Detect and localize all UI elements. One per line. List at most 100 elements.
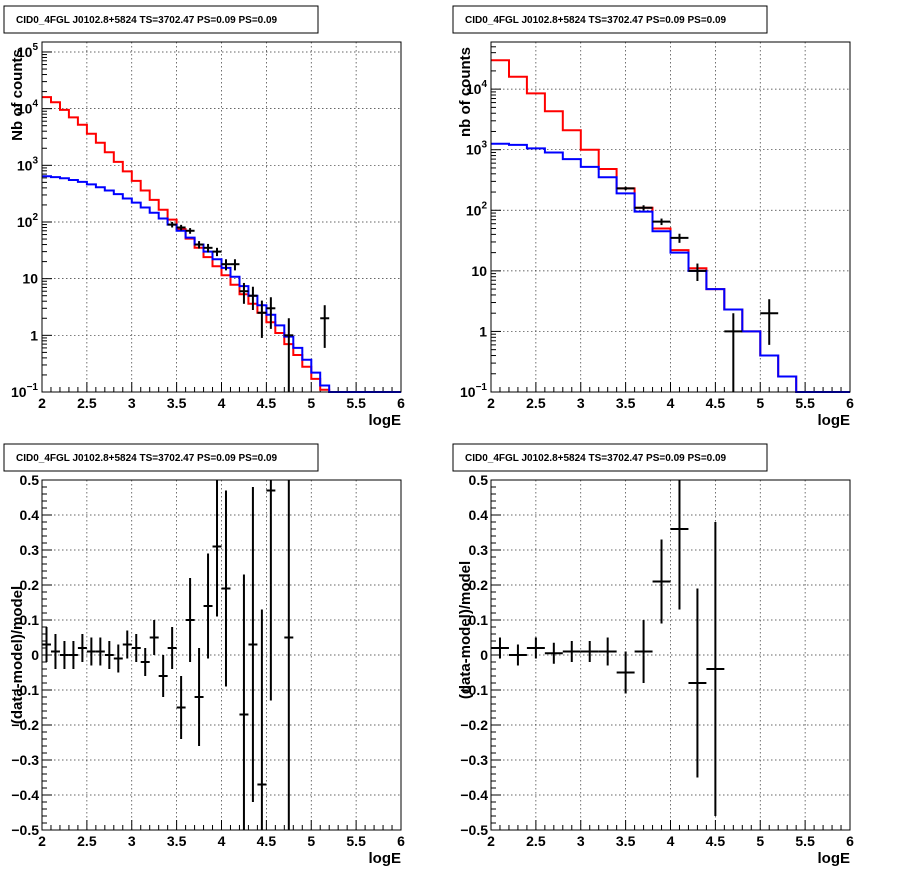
y-tick-label: 10 bbox=[22, 271, 38, 287]
y-tick-label: −0.4 bbox=[460, 787, 488, 803]
histogram-series-2 bbox=[491, 142, 850, 393]
residual-point bbox=[167, 627, 177, 669]
residual-point bbox=[266, 480, 276, 701]
x-tick-label: 4 bbox=[218, 395, 226, 411]
chart-panel-4: 2 2.5 3 3.5 4 4.5 5 5.5 6 −0.5 −0.4 −0.3 −0.2 −0.1 0 0.… bbox=[452, 443, 854, 867]
y-tick-label: −0.1 bbox=[11, 682, 39, 698]
chart-title: CID0_4FGL J0102.8+5824 TS=3702.47 PS=0.0… bbox=[16, 15, 278, 26]
chart-panel-3: 2 2.5 3 3.5 4 4.5 5 5.5 6 −0.5 −0.4 −0.3 −0.2 −0.1 0 0.… bbox=[3, 443, 405, 867]
x-tick-label: 5.5 bbox=[346, 395, 366, 411]
y-tick-label: −0.3 bbox=[11, 752, 39, 768]
chart-title: CID0_4FGL J0102.8+5824 TS=3702.47 PS=0.0… bbox=[465, 15, 727, 26]
y-tick-label: −0.2 bbox=[460, 717, 488, 733]
x-tick-label: 6 bbox=[846, 833, 854, 849]
data-point bbox=[176, 224, 186, 231]
x-axis-title: logE bbox=[818, 850, 851, 867]
data-point bbox=[203, 243, 213, 253]
residual-point bbox=[670, 480, 689, 610]
residual-point bbox=[42, 627, 51, 662]
x-tick-label: 2 bbox=[38, 833, 46, 849]
x-tick-label: 2.5 bbox=[77, 395, 97, 411]
data-point bbox=[257, 300, 267, 338]
residual-point bbox=[284, 480, 294, 830]
data-point bbox=[230, 259, 240, 271]
title-box bbox=[3, 443, 319, 472]
data-point bbox=[221, 259, 231, 271]
axis-ticks bbox=[41, 51, 402, 393]
data-point bbox=[724, 313, 743, 392]
x-tick-label: 3 bbox=[577, 833, 585, 849]
x-tick-label: 3.5 bbox=[167, 833, 187, 849]
x-tick-label: 5 bbox=[756, 833, 764, 849]
x-tick-label: 3.5 bbox=[167, 395, 187, 411]
y-axis-title: (data-model)/model bbox=[9, 586, 26, 724]
residual-point bbox=[580, 641, 599, 662]
y-tick-label: 0 bbox=[480, 647, 488, 663]
plot-frame bbox=[490, 41, 851, 393]
y-tick-label: 10 bbox=[471, 263, 487, 279]
data-point bbox=[320, 305, 330, 348]
residual-point bbox=[248, 487, 258, 802]
y-tick-label: 104 bbox=[466, 79, 488, 97]
plot-frame bbox=[490, 479, 851, 831]
y-tick-label: 0.5 bbox=[469, 472, 489, 488]
residual-point bbox=[77, 634, 87, 662]
y-tick-label: 0.3 bbox=[20, 542, 40, 558]
x-tick-label: 4.5 bbox=[706, 833, 726, 849]
y-tick-label: 0.3 bbox=[469, 542, 489, 558]
data-point bbox=[652, 218, 671, 226]
x-tick-label: 4 bbox=[667, 395, 675, 411]
axis-ticks bbox=[490, 479, 851, 831]
title-box bbox=[3, 5, 319, 34]
residual-point bbox=[562, 641, 581, 662]
residual-point bbox=[239, 574, 249, 830]
residual-point bbox=[122, 630, 132, 659]
x-tick-label: 4 bbox=[218, 833, 226, 849]
residual-point bbox=[688, 588, 707, 778]
title-box bbox=[452, 443, 768, 472]
data-point bbox=[634, 205, 653, 211]
y-tick-label: 0.2 bbox=[20, 577, 40, 593]
residual-point bbox=[221, 490, 231, 687]
residual-point bbox=[526, 637, 545, 659]
y-tick-label: 0 bbox=[31, 647, 39, 663]
y-tick-label: 104 bbox=[17, 99, 39, 117]
x-tick-label: 6 bbox=[846, 395, 854, 411]
y-tick-label: 10−1 bbox=[460, 382, 487, 400]
data-point bbox=[760, 299, 779, 345]
y-tick-label: 103 bbox=[17, 155, 39, 173]
residual-point bbox=[95, 637, 105, 666]
data-point bbox=[266, 297, 276, 329]
residual-point bbox=[634, 620, 653, 683]
x-tick-label: 5 bbox=[307, 833, 315, 849]
chart-panel-1: 2 2.5 3 3.5 4 4.5 5 5.5 6 10−1 1 10 102 103 104 105 logE… bbox=[3, 5, 405, 429]
histogram-series-1 bbox=[42, 96, 401, 393]
residual-point bbox=[104, 641, 114, 669]
x-tick-label: 4.5 bbox=[257, 833, 277, 849]
y-tick-label: 0.4 bbox=[20, 507, 40, 523]
y-tick-label: −0.3 bbox=[460, 752, 488, 768]
y-tick-label: −0.2 bbox=[11, 717, 39, 733]
axis-ticks bbox=[490, 41, 851, 393]
chart-panel-2: 2 2.5 3 3.5 4 4.5 5 5.5 6 10−1 1 10 102 103 104 logE nb … bbox=[452, 5, 854, 429]
x-tick-label: 5.5 bbox=[346, 833, 366, 849]
data-point bbox=[194, 241, 204, 249]
residual-point bbox=[86, 637, 96, 666]
y-tick-label: −0.4 bbox=[11, 787, 39, 803]
histogram-series-2 bbox=[42, 175, 401, 393]
residual-point bbox=[158, 655, 168, 697]
data-point bbox=[185, 228, 195, 234]
x-tick-label: 2.5 bbox=[526, 395, 546, 411]
residual-point bbox=[59, 641, 69, 669]
data-point bbox=[248, 286, 258, 310]
y-tick-label: 105 bbox=[17, 42, 39, 60]
residual-point bbox=[508, 644, 527, 666]
y-tick-label: 0.4 bbox=[469, 507, 489, 523]
residual-point bbox=[491, 637, 509, 659]
data-point bbox=[616, 186, 635, 191]
x-axis-title: logE bbox=[369, 412, 402, 429]
x-tick-label: 2.5 bbox=[526, 833, 546, 849]
y-tick-label: 0.1 bbox=[20, 612, 40, 628]
data-point bbox=[212, 247, 222, 257]
x-tick-label: 5.5 bbox=[795, 395, 815, 411]
